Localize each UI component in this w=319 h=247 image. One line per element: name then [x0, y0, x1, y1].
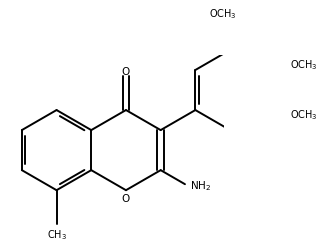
- Text: OCH$_3$: OCH$_3$: [209, 8, 236, 21]
- Text: NH$_2$: NH$_2$: [190, 179, 211, 193]
- Text: O: O: [122, 67, 130, 77]
- Text: OCH$_3$: OCH$_3$: [290, 108, 317, 122]
- Text: OCH$_3$: OCH$_3$: [290, 58, 317, 72]
- Text: O: O: [122, 194, 130, 204]
- Text: CH$_3$: CH$_3$: [47, 228, 67, 242]
